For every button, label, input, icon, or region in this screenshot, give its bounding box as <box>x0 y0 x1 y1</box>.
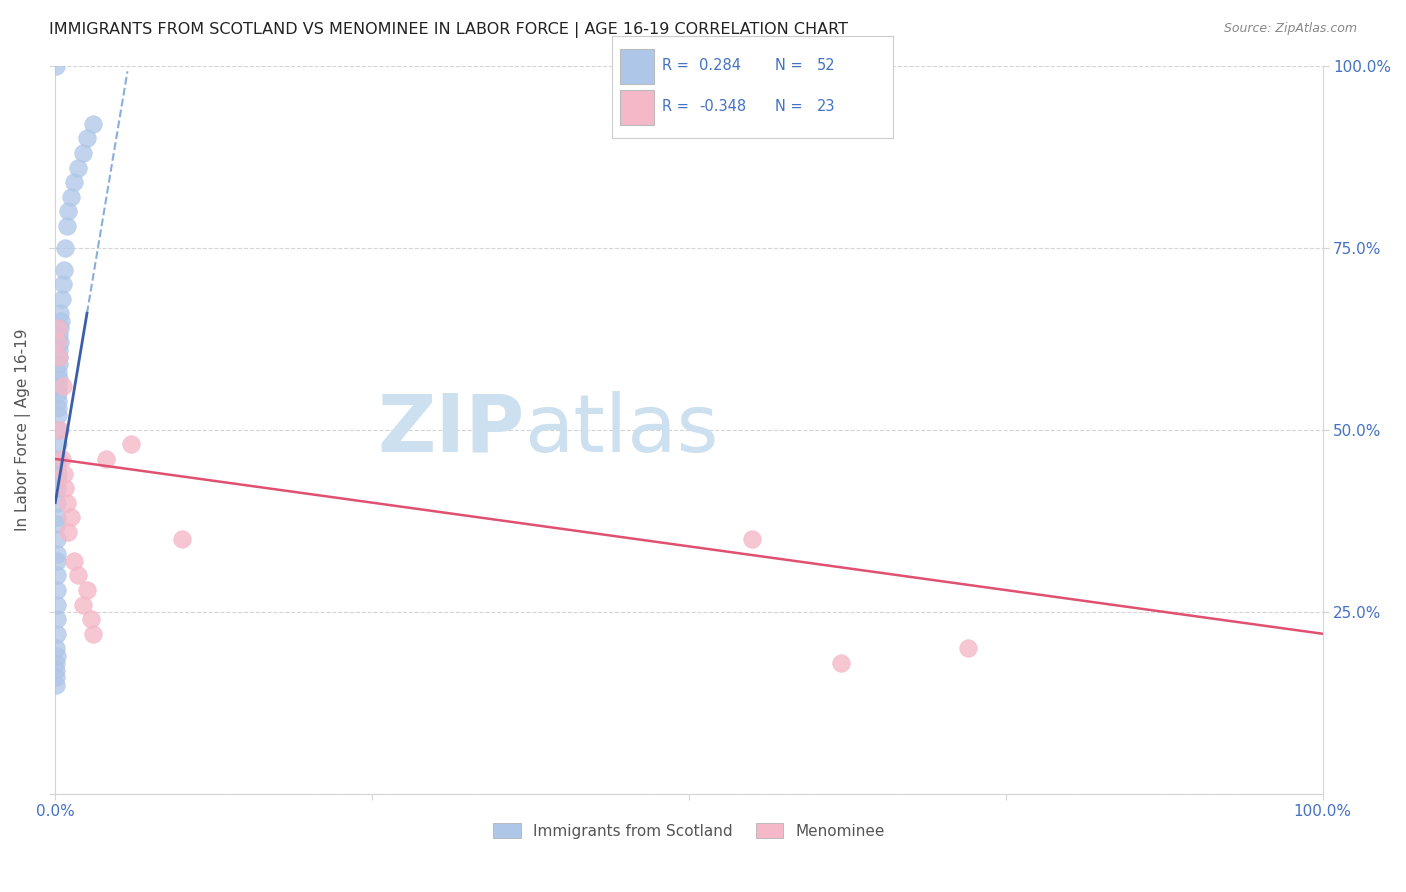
Point <box>51 452 73 467</box>
Point <box>46 321 69 335</box>
Point <box>94 452 117 467</box>
Point <box>51 292 73 306</box>
Point <box>45 670 67 684</box>
Point <box>76 131 98 145</box>
Point <box>63 175 86 189</box>
Point <box>53 467 76 481</box>
Point <box>46 401 69 415</box>
Point <box>48 335 70 350</box>
Point <box>46 437 69 451</box>
Point <box>48 357 70 371</box>
Point <box>45 554 67 568</box>
Point <box>956 641 979 656</box>
Point <box>45 663 67 677</box>
Point <box>48 350 70 364</box>
Point <box>45 641 67 656</box>
Point <box>45 612 67 626</box>
Point <box>45 582 67 597</box>
Point <box>46 409 69 423</box>
Point <box>76 582 98 597</box>
Text: IMMIGRANTS FROM SCOTLAND VS MENOMINEE IN LABOR FORCE | AGE 16-19 CORRELATION CHA: IMMIGRANTS FROM SCOTLAND VS MENOMINEE IN… <box>49 22 848 38</box>
Point <box>55 219 77 233</box>
Point <box>56 524 79 539</box>
Point <box>45 335 67 350</box>
Text: 52: 52 <box>817 59 835 73</box>
FancyBboxPatch shape <box>620 89 654 126</box>
Point <box>45 532 67 546</box>
Text: R =: R = <box>662 100 693 114</box>
Point <box>45 59 67 73</box>
Text: ZIP: ZIP <box>377 391 524 469</box>
Point <box>49 306 72 320</box>
Text: R =: R = <box>662 59 693 73</box>
Point <box>46 452 69 467</box>
Point <box>59 510 82 524</box>
Text: N =: N = <box>775 100 807 114</box>
Text: N =: N = <box>775 59 807 73</box>
Point <box>170 532 193 546</box>
Point <box>55 481 77 495</box>
Point <box>830 656 852 670</box>
Point <box>49 321 72 335</box>
Point <box>45 678 67 692</box>
Point <box>49 313 72 327</box>
Point <box>52 379 75 393</box>
Point <box>46 547 69 561</box>
Text: 23: 23 <box>817 100 835 114</box>
Point <box>80 612 103 626</box>
Point <box>46 517 69 532</box>
FancyBboxPatch shape <box>620 48 654 85</box>
Text: atlas: atlas <box>524 391 718 469</box>
Point <box>46 393 69 408</box>
Point <box>48 350 70 364</box>
Point <box>49 423 72 437</box>
Point <box>46 481 69 495</box>
Point <box>46 423 69 437</box>
Point <box>53 262 76 277</box>
Point <box>67 568 90 582</box>
Point <box>55 496 77 510</box>
Point <box>45 568 67 582</box>
Point <box>63 554 86 568</box>
Point <box>46 386 69 401</box>
Point <box>48 365 70 379</box>
Point <box>45 656 67 670</box>
Text: -0.348: -0.348 <box>699 100 747 114</box>
Point <box>82 117 104 131</box>
Text: Source: ZipAtlas.com: Source: ZipAtlas.com <box>1223 22 1357 36</box>
Point <box>48 343 70 357</box>
Point <box>46 510 69 524</box>
Point <box>45 648 67 663</box>
Y-axis label: In Labor Force | Age 16-19: In Labor Force | Age 16-19 <box>15 328 31 531</box>
Point <box>67 161 90 175</box>
Point <box>45 598 67 612</box>
Point <box>82 626 104 640</box>
Point <box>46 496 69 510</box>
Point <box>48 328 70 343</box>
Point <box>56 204 79 219</box>
Point <box>46 467 69 481</box>
Point <box>48 372 70 386</box>
Point <box>46 474 69 488</box>
Point <box>52 277 75 292</box>
Point <box>72 146 94 161</box>
Point <box>741 532 763 546</box>
Point <box>48 379 70 393</box>
Point <box>120 437 142 451</box>
Point <box>55 241 77 255</box>
Point <box>46 459 69 474</box>
Legend: Immigrants from Scotland, Menominee: Immigrants from Scotland, Menominee <box>486 816 891 845</box>
Point <box>72 598 94 612</box>
Point <box>45 626 67 640</box>
Text: 0.284: 0.284 <box>699 59 741 73</box>
Point <box>59 190 82 204</box>
